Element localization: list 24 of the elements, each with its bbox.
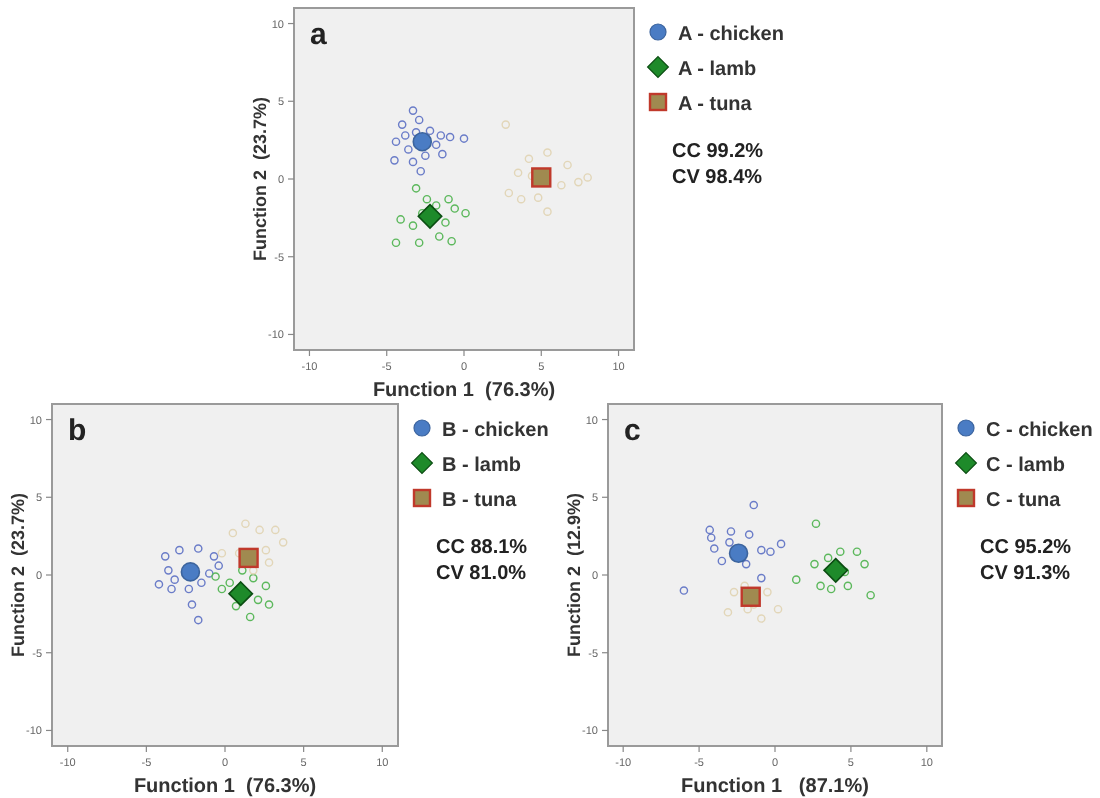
y-axis-title: Function 2 (23.7%) [250,96,270,262]
text: CV 98.4% [672,167,763,189]
legend-label: A - chicken [678,24,784,46]
text: CV 81.0% [436,563,527,585]
legend-label: A - lamb [678,59,757,81]
x-axis-title: Function 1 (76.3%) [133,776,317,798]
x-axis-title: Function 1 (76.3%) [372,380,556,402]
legend-label: A - tuna [678,94,753,116]
legend-label: B - chicken [442,420,549,442]
text: CC 99.2% [672,141,764,163]
y-axis-title: Function 2 (12.9%) [564,492,584,658]
x-axis-title: Function 1 (87.1%) [681,776,869,798]
legend-label: B - tuna [442,490,518,512]
chart-title: c [624,414,641,448]
chart-title: b [68,414,87,448]
legend-label: B - lamb [442,455,521,477]
legend-label: C - chicken [986,420,1093,442]
text: CC 88.1% [436,537,528,559]
text: CC 95.2% [980,537,1072,559]
chart-title: a [310,18,328,52]
legend-label: C - tuna [986,490,1062,512]
y-axis-title: Function 2 (23.7%) [8,492,28,658]
legend-label: C - lamb [986,455,1065,477]
text: CV 91.3% [980,563,1071,585]
